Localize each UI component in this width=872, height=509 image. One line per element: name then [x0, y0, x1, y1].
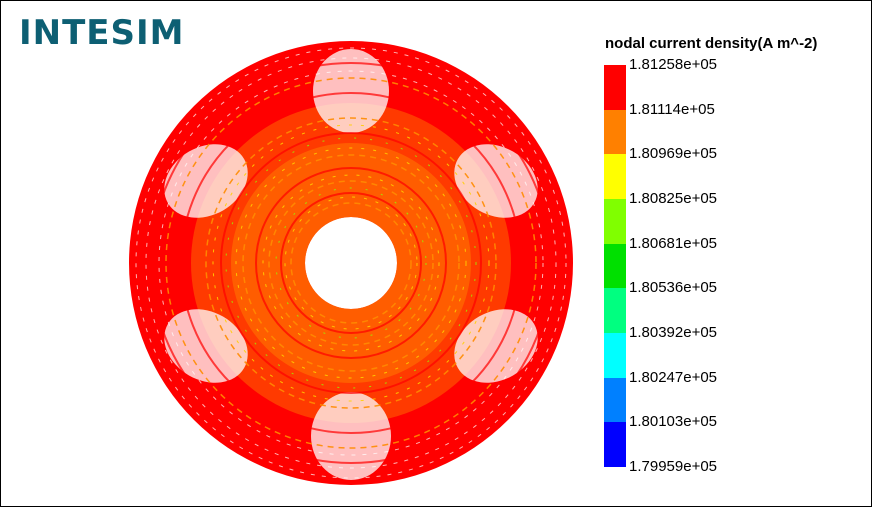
legend-tick-label: 1.80969e+05 [629, 145, 718, 163]
legend-swatch [604, 65, 626, 110]
legend-tick-label: 1.80681e+05 [629, 234, 718, 252]
legend-colorbar [604, 65, 626, 467]
legend-tick-label: 1.80103e+05 [629, 413, 718, 431]
legend-swatch [604, 288, 626, 333]
legend-tick-label: 1.81114e+05 [629, 100, 715, 118]
legend-tick-label: 1.81258e+05 [629, 56, 718, 73]
legend-swatch [604, 332, 626, 378]
legend-swatch [604, 377, 626, 423]
legend-swatch [604, 198, 626, 244]
legend-title: nodal current density(A m^-2) [605, 35, 818, 52]
legend-tick-label: 1.80392e+05 [629, 324, 718, 341]
legend-swatch [604, 422, 626, 467]
legend-swatch [604, 243, 626, 289]
legend-tick-label: 1.80825e+05 [629, 190, 718, 207]
legend-tick-label: 1.80247e+05 [629, 368, 718, 386]
legend-tick-label: 1.80536e+05 [629, 279, 718, 297]
legend-tick-label: 1.79959e+05 [629, 458, 718, 475]
legend-swatch [604, 109, 626, 155]
current-density-contour-plot[interactable] [121, 41, 591, 501]
intesim-logo: INTESIM [19, 13, 185, 53]
legend-swatch [604, 154, 626, 199]
